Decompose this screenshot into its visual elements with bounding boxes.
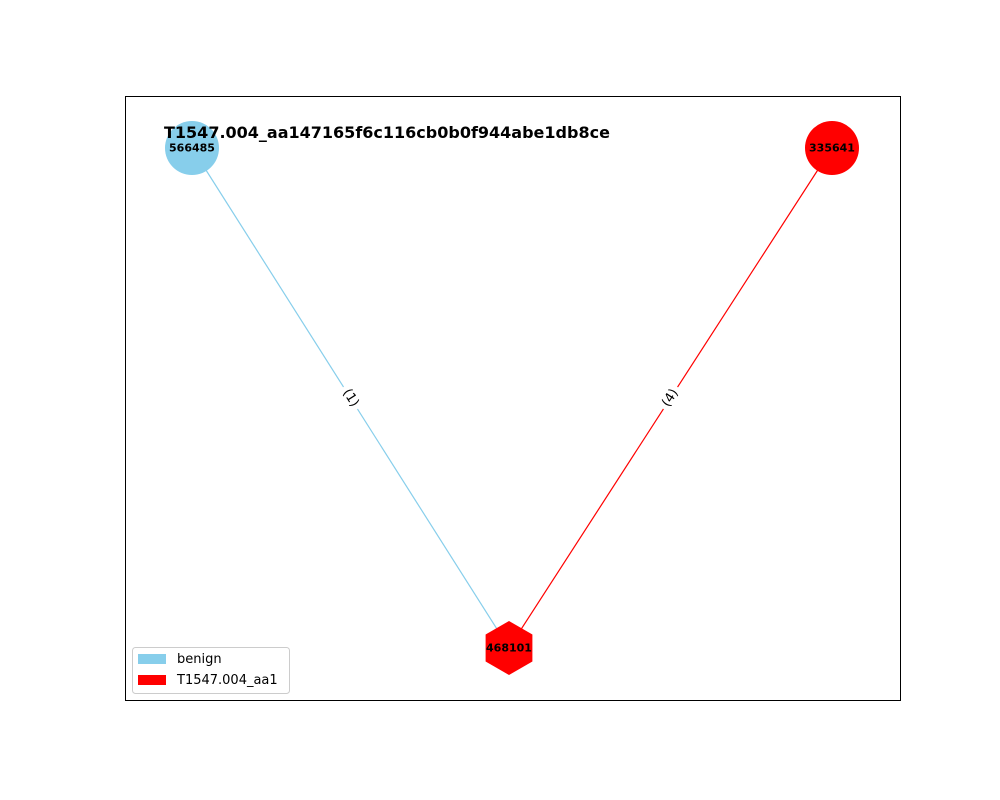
legend-swatch-malicious	[138, 675, 166, 685]
edge-label-1: (1)	[336, 382, 365, 414]
legend-label-malicious: T1547.004_aa1	[176, 673, 278, 688]
node-566485[interactable]: 566485	[165, 121, 219, 175]
node-335641-circle[interactable]	[805, 121, 859, 175]
node-468101-label: 468101	[486, 642, 532, 655]
node-566485-circle[interactable]	[165, 121, 219, 175]
edges-group	[191, 147, 833, 649]
legend-label-benign: benign	[177, 652, 222, 667]
plot-frame	[125, 96, 901, 701]
node-468101[interactable]: 468101	[485, 621, 533, 675]
node-335641-label: 335641	[809, 142, 855, 155]
edge-labels-group: (1) (4)	[336, 382, 685, 414]
legend-box	[132, 647, 290, 694]
legend-swatch-benign	[138, 654, 166, 664]
graph-title: T1547.004_aa147165f6c116cb0b0f944abe1db8…	[164, 123, 610, 142]
node-468101-hexagon[interactable]	[485, 621, 533, 675]
node-335641[interactable]: 335641	[805, 121, 859, 175]
legend: benign T1547.004_aa1	[132, 647, 290, 694]
node-566485-label: 566485	[169, 142, 215, 155]
nodes-group: 566485 335641 468101	[165, 121, 859, 675]
edge-label-4: (4)	[656, 382, 685, 414]
